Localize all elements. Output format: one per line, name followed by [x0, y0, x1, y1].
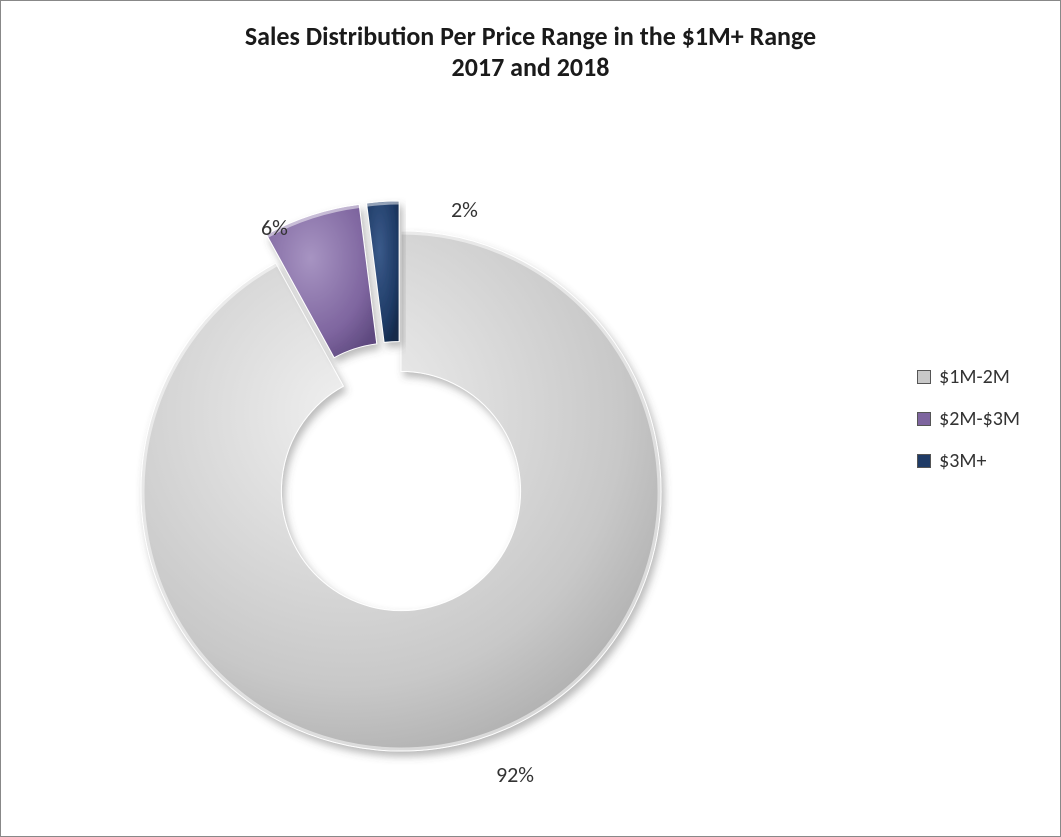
data-label-0: 92%	[496, 761, 534, 788]
legend-item-0: $1M-2M	[917, 365, 1020, 389]
legend-marker-2	[917, 454, 931, 468]
donut-slices	[141, 201, 661, 751]
data-label-2: 2%	[451, 196, 478, 223]
legend-label-2: $3M+	[939, 449, 986, 473]
chart-container: Sales Distribution Per Price Range in th…	[0, 0, 1061, 837]
donut-chart	[61, 141, 741, 801]
legend-marker-0	[917, 370, 931, 384]
legend-label-1: $2M-$3M	[939, 407, 1020, 431]
legend-item-1: $2M-$3M	[917, 407, 1020, 431]
chart-title-line2: 2017 and 2018	[452, 51, 610, 83]
legend-label-0: $1M-2M	[939, 365, 1010, 389]
data-label-1: 6%	[261, 214, 288, 241]
legend: $1M-2M $2M-$3M $3M+	[917, 347, 1020, 491]
legend-marker-1	[917, 412, 931, 426]
chart-title-line1: Sales Distribution Per Price Range in th…	[245, 20, 816, 52]
legend-item-2: $3M+	[917, 449, 1020, 473]
chart-area	[61, 141, 741, 801]
chart-title: Sales Distribution Per Price Range in th…	[1, 21, 1060, 83]
